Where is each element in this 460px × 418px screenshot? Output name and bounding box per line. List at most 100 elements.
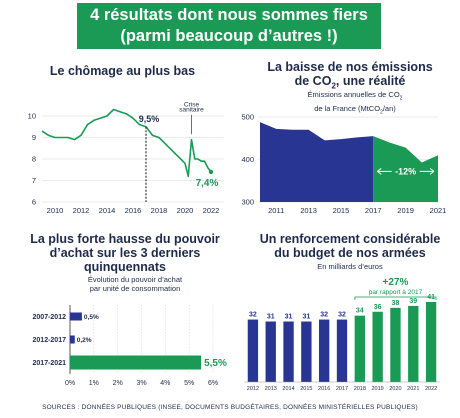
chomage-xtick-label: 2020 — [177, 206, 194, 215]
armees-category-label: 2014 — [282, 386, 294, 392]
chomage-ytick-label: 10 — [28, 112, 36, 121]
armees-value-label: 31 — [302, 314, 310, 321]
armees-value-label: 32 — [320, 312, 328, 319]
chomage-ytick-label: 8 — [32, 155, 36, 164]
chomage-crisis-label-1: Crise — [184, 101, 200, 108]
chomage-end-point — [208, 169, 214, 175]
armees-bar — [247, 319, 259, 382]
armees-category-label: 2016 — [318, 386, 330, 392]
armees-category-label: 2015 — [300, 386, 312, 392]
armees-title-line-2: du budget de nos armées — [274, 246, 426, 260]
co2-ytick-label: 300 — [241, 198, 254, 207]
armees-bar — [390, 307, 401, 382]
armees-category-label: 2019 — [372, 386, 384, 392]
chomage-xtick-label: 2022 — [203, 206, 220, 215]
armees-increase-bracket — [354, 296, 437, 300]
co2-subtitle: Émissions annuelles de CO2 de la France … — [307, 90, 403, 115]
co2-xtick-label: 2021 — [430, 206, 447, 215]
header-banner: 4 résultats dont nous sommes fiers (parm… — [77, 3, 381, 49]
armees-bar — [319, 319, 330, 382]
armees-category-label: 2021 — [407, 386, 419, 392]
armees-category-label: 2012 — [247, 386, 259, 392]
chomage-end-label: 7,4% — [196, 178, 219, 189]
pouvoir-subtitle: Évolution du pouvoir d’achat par unité d… — [87, 275, 183, 293]
pouvoir-title: La plus forte hausse du pouvoir d’achat … — [20, 232, 230, 274]
pouvoir-xtick-label: 2% — [113, 380, 123, 387]
chomage-crisis-label-2: sanitaire — [179, 107, 204, 114]
pouvoir-value-label: 0,5% — [84, 314, 99, 321]
co2-xtick-label: 2015 — [333, 206, 350, 215]
chomage-xtick-label: 2018 — [151, 206, 168, 215]
co2-xtick-label: 2013 — [300, 206, 317, 215]
banner-line-1: 4 résultats dont nous sommes fiers — [90, 6, 368, 24]
pouvoir-xtick-label: 4% — [160, 380, 170, 387]
armees-subtitle: En milliards d’euros — [317, 262, 383, 271]
banner-line-2: (parmi beaucoup d’autres !) — [120, 27, 338, 45]
pouvoir-xtick-label: 5% — [184, 380, 194, 387]
co2-ytick-label: 400 — [241, 155, 254, 164]
co2-area-before-2017 — [260, 122, 374, 202]
co2-change-label: -12% — [395, 166, 416, 176]
armees-increase-sublabel: par rapport à 2017 — [369, 289, 423, 296]
pouvoir-value-label: 0,2% — [77, 337, 92, 344]
pouvoir-title-line-1: La plus forte hausse du pouvoir — [30, 232, 220, 246]
chomage-series-line — [41, 108, 212, 177]
armees-title: Un renforcement considérable du budget d… — [240, 232, 460, 260]
pouvoir-bar — [70, 312, 82, 321]
co2-xtick-label: 2011 — [268, 206, 284, 215]
chomage-title: Le chômage au plus bas — [49, 64, 196, 78]
armees-value-label: 31 — [267, 314, 275, 321]
co2-xtick-label: 2019 — [397, 206, 414, 215]
co2-title-line-2: de CO2, une réalité — [294, 74, 406, 91]
co2-change-arrow-heads — [376, 168, 435, 175]
co2-change-label-bg — [391, 165, 420, 178]
co2-xtick-label: 2017 — [365, 206, 382, 215]
armees-category-label: 2017 — [336, 386, 348, 392]
pouvoir-category-label: 2007-2012 — [33, 314, 67, 321]
chomage-xtick-label: 2014 — [99, 206, 116, 215]
chomage-xtick-label: 2010 — [47, 206, 64, 215]
co2-title-line-1: La baisse de nos émissions — [267, 60, 433, 74]
armees-title-line-1: Un renforcement considérable — [259, 232, 441, 246]
pouvoir-value-label: 5,5% — [204, 358, 227, 369]
chomage-xtick-label: 2012 — [73, 206, 90, 215]
chomage-peak-label: 9,5% — [139, 114, 160, 124]
co2-title: La baisse de nos émissions de CO2, une r… — [240, 60, 460, 94]
armees-value-label: 32 — [338, 312, 346, 319]
armees-category-label: 2020 — [389, 386, 401, 392]
pouvoir-category-label: 2017-2021 — [33, 360, 67, 367]
armees-value-label: 31 — [285, 314, 293, 321]
pouvoir-bar — [70, 355, 202, 370]
armees-bar — [372, 311, 383, 382]
armees-category-label: 2013 — [265, 386, 277, 392]
pouvoir-title-line-2: d’achat sur les 3 derniers — [49, 246, 201, 260]
armees-value-label: 34 — [356, 308, 364, 315]
pouvoir-xtick-label: 6% — [208, 380, 218, 387]
chomage-ytick-label: 6 — [32, 198, 36, 207]
pouvoir-bar — [70, 335, 75, 344]
chomage-ytick-label: 7 — [32, 176, 36, 185]
co2-ytick-label: 500 — [241, 113, 254, 122]
armees-value-label: 36 — [374, 304, 382, 311]
pouvoir-xtick-label: 1% — [89, 380, 99, 387]
pouvoir-xtick-label: 0% — [65, 380, 75, 387]
chomage-ytick-label: 9 — [32, 133, 36, 142]
armees-bar — [265, 321, 276, 382]
armees-increase-label: +27% — [383, 277, 409, 288]
sources-footer: SOURCES : DONNÉES PUBLIQUES (INSEE, DOCU… — [42, 404, 418, 411]
armees-bar — [354, 315, 365, 382]
armees-value-label: 41 — [427, 294, 435, 301]
armees-category-label: 2022 — [425, 386, 437, 392]
armees-value-label: 38 — [392, 300, 400, 307]
pouvoir-title-line-3: quinquennats — [84, 260, 166, 274]
armees-bar — [408, 305, 419, 382]
armees-bar — [336, 319, 348, 382]
armees-bar — [283, 321, 294, 382]
armees-value-label: 39 — [409, 298, 417, 305]
armees-bar — [425, 302, 437, 382]
chomage-xtick-label: 2016 — [125, 206, 142, 215]
armees-category-label: 2018 — [354, 386, 366, 392]
armees-value-label: 32 — [249, 312, 257, 319]
pouvoir-xtick-label: 3% — [136, 380, 146, 387]
